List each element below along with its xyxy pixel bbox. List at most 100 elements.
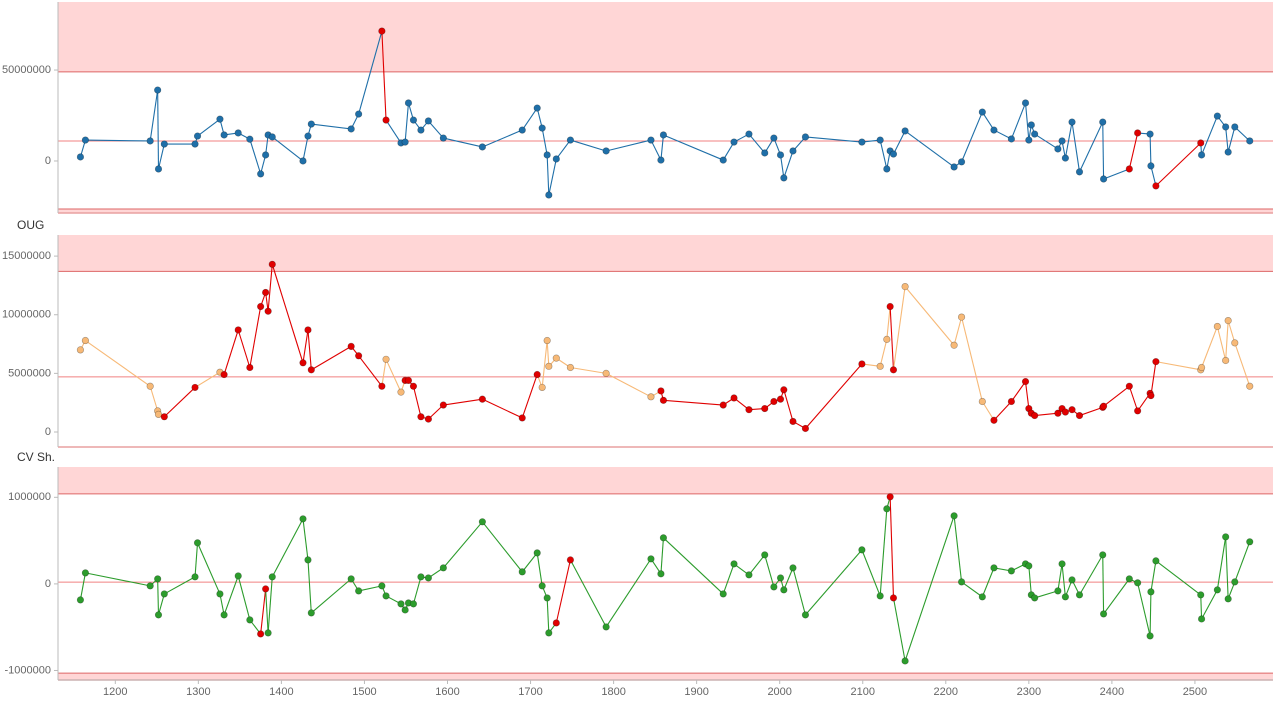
point — [1197, 363, 1206, 372]
point — [1075, 168, 1084, 176]
segment — [660, 537, 664, 574]
point — [1224, 316, 1232, 325]
point — [957, 158, 966, 166]
segment — [764, 554, 775, 588]
segment — [953, 515, 963, 582]
x-tick-label: 2200 — [934, 686, 958, 698]
y-tick-label: 10000000 — [2, 309, 51, 321]
point — [1075, 591, 1084, 599]
segment — [1150, 560, 1157, 592]
point — [146, 137, 154, 145]
point — [76, 153, 85, 161]
point — [1134, 129, 1142, 137]
segment — [779, 154, 785, 178]
point — [889, 366, 898, 374]
point — [1222, 123, 1230, 131]
x-tick-label: 2000 — [767, 686, 791, 698]
segment — [149, 386, 159, 412]
segment — [1216, 536, 1227, 590]
point — [355, 587, 363, 595]
point — [193, 539, 202, 547]
point — [789, 417, 797, 426]
point — [1054, 409, 1062, 417]
segment — [194, 371, 221, 388]
point — [257, 170, 265, 178]
point — [1099, 175, 1108, 183]
point — [770, 397, 778, 406]
point — [1231, 123, 1239, 131]
x-tick-label: 2500 — [1183, 686, 1207, 698]
segment — [302, 518, 309, 560]
point — [883, 335, 891, 343]
point — [1068, 406, 1076, 414]
point — [1246, 382, 1254, 390]
segment — [271, 264, 304, 363]
point — [234, 129, 242, 137]
segment — [521, 107, 538, 131]
point — [901, 282, 909, 291]
point — [397, 600, 405, 608]
point — [307, 120, 315, 128]
segment — [1201, 115, 1218, 156]
point — [146, 382, 154, 390]
point — [647, 136, 655, 144]
point — [957, 313, 966, 321]
point — [518, 126, 526, 134]
segment — [1225, 320, 1229, 361]
segment — [428, 404, 444, 420]
x-tick-label: 1500 — [352, 686, 376, 698]
segment — [1149, 591, 1152, 636]
point — [543, 151, 551, 159]
point — [889, 594, 898, 602]
point — [264, 307, 272, 315]
segment — [783, 150, 794, 179]
segment — [536, 552, 543, 586]
point — [409, 600, 418, 608]
point — [545, 191, 553, 199]
segment — [748, 554, 766, 576]
segment — [993, 401, 1012, 421]
point — [191, 573, 199, 581]
point — [552, 619, 560, 627]
point — [417, 413, 425, 421]
point — [216, 115, 224, 123]
segment — [1225, 536, 1229, 599]
segment — [536, 107, 543, 129]
alert-band — [58, 467, 1273, 494]
point — [439, 401, 447, 409]
point — [886, 493, 894, 501]
point — [81, 136, 90, 144]
segment — [570, 139, 607, 152]
x-tick-label: 2300 — [1017, 686, 1041, 698]
point — [304, 556, 312, 564]
point — [745, 571, 753, 579]
point — [1147, 588, 1155, 596]
point — [1021, 99, 1030, 107]
x-tick-label: 2100 — [850, 686, 874, 698]
point — [1068, 118, 1076, 126]
segment — [889, 496, 895, 598]
point — [533, 104, 541, 112]
point — [1197, 139, 1205, 147]
point — [1152, 358, 1160, 366]
point — [401, 606, 409, 614]
point — [378, 27, 386, 35]
point — [220, 611, 228, 619]
segment — [481, 521, 523, 573]
segment — [521, 374, 538, 419]
point — [876, 592, 884, 600]
segment — [783, 567, 794, 591]
point — [268, 260, 276, 268]
segment — [1103, 385, 1130, 407]
segment — [1128, 132, 1139, 170]
point — [533, 549, 541, 557]
point — [990, 126, 998, 134]
point — [552, 354, 560, 362]
point — [439, 564, 447, 572]
segment — [546, 154, 550, 196]
point — [1007, 397, 1015, 406]
segment — [1079, 406, 1103, 417]
segment — [85, 139, 151, 142]
point — [401, 138, 409, 146]
point — [382, 355, 390, 363]
